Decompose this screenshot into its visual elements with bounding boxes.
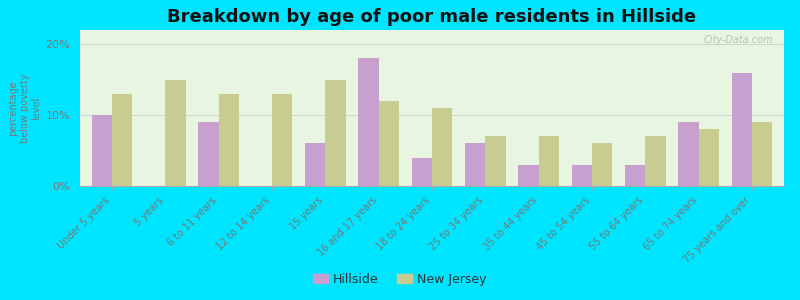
- Bar: [358, 58, 378, 186]
- Bar: [572, 165, 592, 186]
- Bar: [326, 80, 346, 186]
- Bar: [732, 73, 752, 186]
- Y-axis label: percentage
below poverty
level: percentage below poverty level: [8, 73, 42, 143]
- Bar: [592, 143, 612, 186]
- Legend: Hillside, New Jersey: Hillside, New Jersey: [308, 268, 492, 291]
- Bar: [518, 165, 538, 186]
- Text: City-Data.com: City-Data.com: [704, 35, 774, 45]
- Bar: [198, 122, 218, 186]
- Bar: [92, 115, 112, 186]
- Bar: [166, 80, 186, 186]
- Bar: [465, 143, 486, 186]
- Bar: [625, 165, 646, 186]
- Bar: [432, 108, 452, 186]
- Bar: [698, 129, 719, 186]
- Bar: [752, 122, 772, 186]
- Bar: [112, 94, 132, 186]
- Bar: [272, 94, 292, 186]
- Bar: [486, 136, 506, 186]
- Bar: [646, 136, 666, 186]
- Title: Breakdown by age of poor male residents in Hillside: Breakdown by age of poor male residents …: [167, 8, 697, 26]
- Bar: [378, 101, 399, 186]
- Bar: [305, 143, 326, 186]
- Bar: [678, 122, 698, 186]
- Bar: [218, 94, 239, 186]
- Bar: [538, 136, 559, 186]
- Bar: [412, 158, 432, 186]
